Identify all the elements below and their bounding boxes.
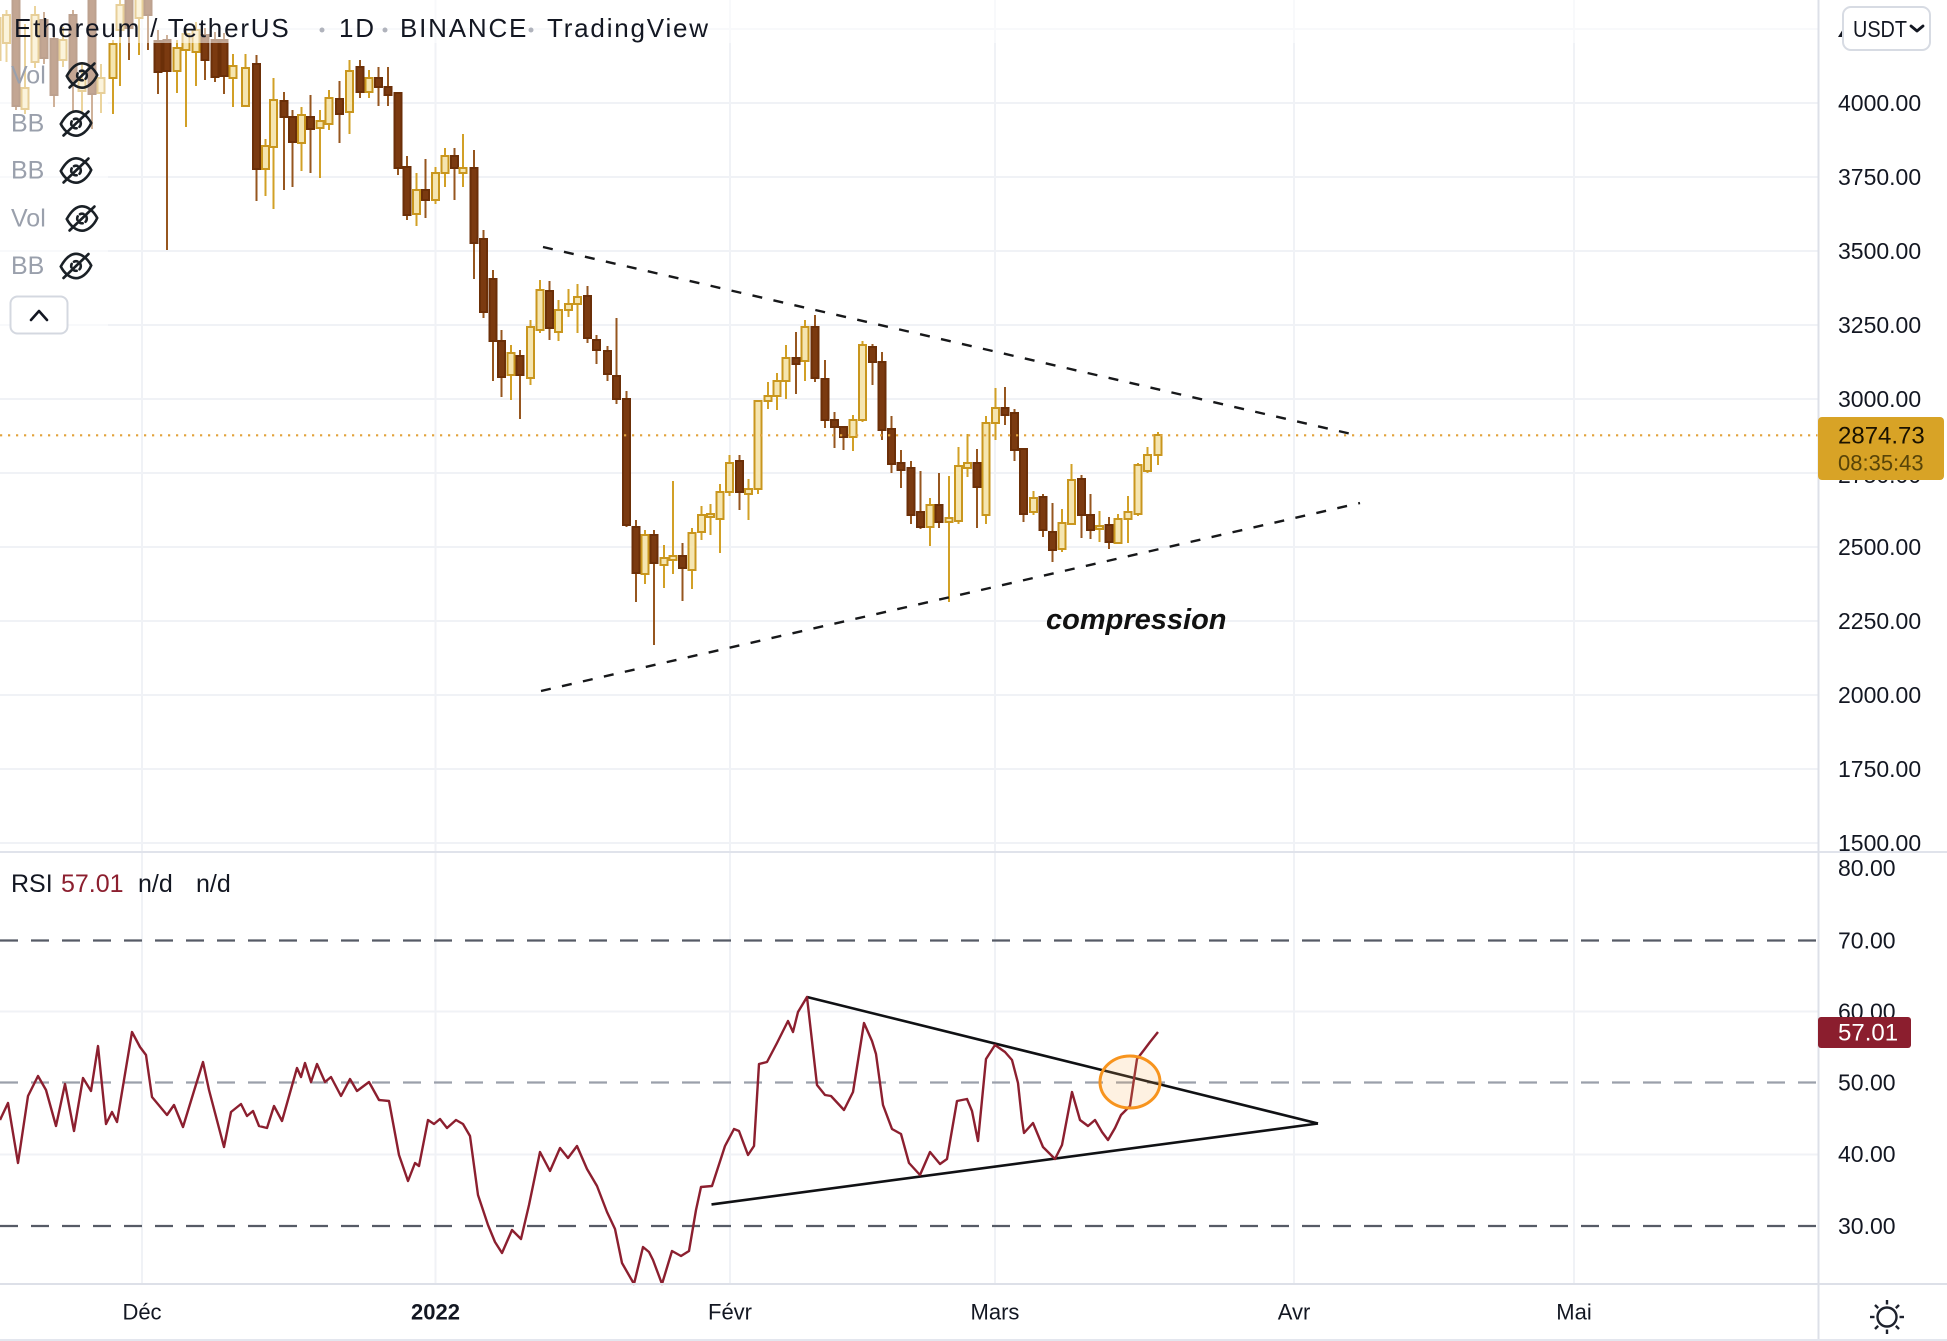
- svg-text:2250.00: 2250.00: [1838, 608, 1921, 634]
- svg-text:Mars: Mars: [971, 1300, 1020, 1325]
- svg-text:2022: 2022: [411, 1300, 460, 1325]
- svg-text:BB: BB: [11, 252, 44, 280]
- svg-text:n/d: n/d: [196, 870, 231, 898]
- svg-text:2000.00: 2000.00: [1838, 682, 1921, 708]
- svg-text:Févr: Févr: [708, 1300, 752, 1325]
- svg-text:3250.00: 3250.00: [1838, 312, 1921, 338]
- svg-text:3500.00: 3500.00: [1838, 238, 1921, 264]
- svg-text:1500.00: 1500.00: [1838, 830, 1921, 856]
- svg-text:RSI: RSI: [11, 870, 53, 898]
- svg-text:Ethereum / TetherUS: Ethereum / TetherUS: [14, 13, 291, 43]
- svg-text:1750.00: 1750.00: [1838, 756, 1921, 782]
- svg-text:BB: BB: [11, 110, 44, 138]
- svg-text:Vol: Vol: [11, 205, 46, 233]
- svg-text:2874.73: 2874.73: [1838, 423, 1925, 450]
- svg-text:n/d: n/d: [138, 870, 173, 898]
- svg-text:2500.00: 2500.00: [1838, 534, 1921, 560]
- svg-text:Déc: Déc: [122, 1300, 161, 1325]
- svg-text:08:35:43: 08:35:43: [1838, 451, 1924, 476]
- svg-text:70.00: 70.00: [1838, 928, 1896, 954]
- svg-text:Avr: Avr: [1278, 1300, 1311, 1325]
- svg-text:compression: compression: [1046, 604, 1227, 636]
- svg-text:Vol: Vol: [11, 62, 46, 90]
- svg-text:3750.00: 3750.00: [1838, 164, 1921, 190]
- svg-text:50.00: 50.00: [1838, 1070, 1896, 1096]
- svg-text:3000.00: 3000.00: [1838, 386, 1921, 412]
- svg-text:57.01: 57.01: [61, 870, 124, 898]
- svg-text:4000.00: 4000.00: [1838, 90, 1921, 116]
- svg-text:USDT: USDT: [1853, 16, 1907, 42]
- svg-text:TradingView: TradingView: [547, 13, 710, 43]
- svg-text:Mai: Mai: [1556, 1300, 1591, 1325]
- svg-text:BB: BB: [11, 157, 44, 185]
- svg-text:BINANCE: BINANCE: [400, 13, 528, 43]
- svg-text:30.00: 30.00: [1838, 1213, 1896, 1239]
- svg-text:40.00: 40.00: [1838, 1141, 1896, 1167]
- svg-text:80.00: 80.00: [1838, 855, 1896, 881]
- svg-text:57.01: 57.01: [1838, 1020, 1898, 1047]
- svg-text:1D: 1D: [339, 13, 376, 43]
